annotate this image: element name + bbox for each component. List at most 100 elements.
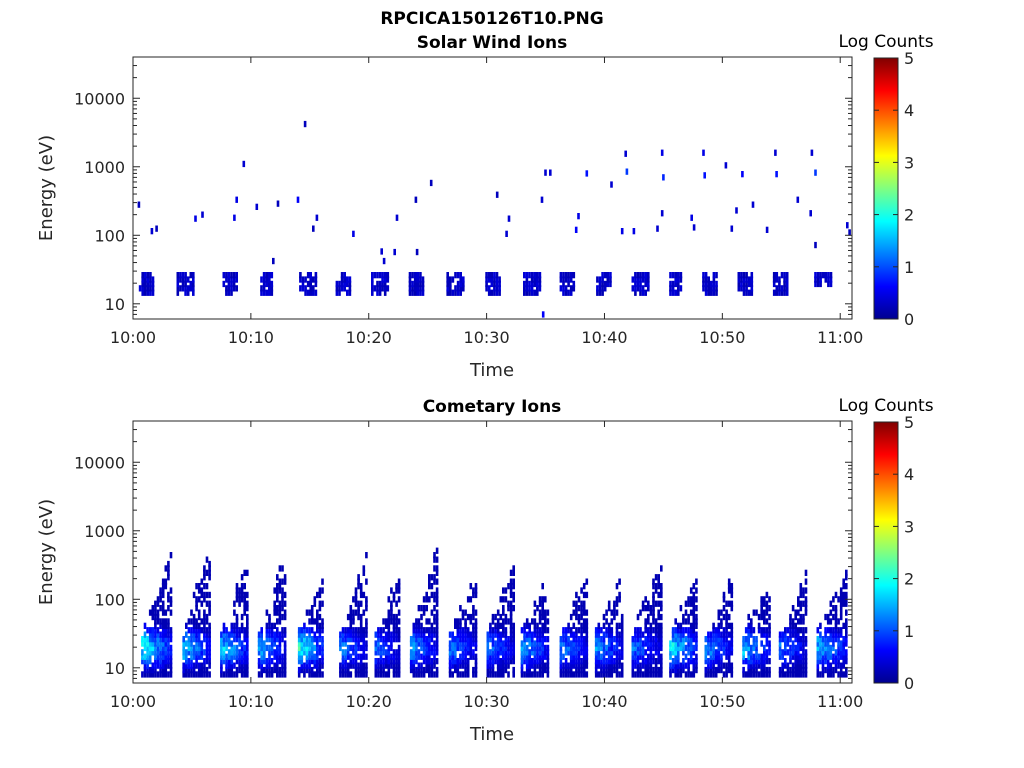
spectrogram-cell: [227, 671, 231, 678]
spectrogram-cell: [314, 276, 318, 283]
spectrogram-cell: [802, 627, 805, 634]
spectrogram-cell: [794, 631, 797, 638]
spectrogram-cell: [791, 622, 795, 629]
spectrogram-cell: [541, 596, 544, 603]
spectrogram-cell: [755, 662, 758, 669]
spectrogram-cell: [169, 552, 173, 559]
spectrogram-cell: [373, 272, 377, 279]
spectrogram-cell: [379, 653, 383, 660]
spectrogram-cell: [747, 658, 750, 665]
spectrogram-cell: [507, 662, 510, 669]
spectrogram-cell: [585, 631, 589, 638]
spectrogram-cell: [197, 587, 201, 594]
spectrogram-cell: [433, 596, 436, 603]
spectrogram-cell: [541, 605, 544, 612]
spectrogram-cell: [567, 276, 570, 283]
spectrogram-cell: [504, 627, 508, 634]
spectrogram-cell: [472, 587, 475, 594]
spectrogram-cell: [598, 285, 602, 292]
spectrogram-cell: [281, 662, 284, 669]
spectrogram-cell: [357, 600, 360, 607]
spectrogram-cell: [618, 636, 621, 643]
spectrogram-cell: [430, 649, 434, 656]
spectrogram-cell: [321, 600, 324, 607]
spectrogram-cell: [755, 609, 758, 616]
spectrogram-cell: [804, 658, 808, 665]
spectrogram-cell: [842, 662, 845, 669]
spectrogram-cell: [392, 631, 396, 638]
spectrogram-cell: [704, 285, 708, 292]
spectrogram-cell: [715, 280, 718, 288]
spectrogram-cell: [387, 662, 391, 669]
spectrogram-cell: [839, 591, 843, 599]
spectrogram-cell: [826, 653, 830, 660]
spectrogram-cell: [203, 671, 206, 678]
spectrogram-cell: [559, 653, 563, 660]
spectrogram-cell: [610, 627, 614, 634]
spectrogram-cell: [459, 644, 462, 652]
x-tick-label: 10:10: [228, 328, 274, 347]
spectrogram-cell: [341, 658, 345, 665]
spectrogram-cell: [684, 671, 688, 678]
spectrogram-cell: [789, 644, 792, 652]
spectrogram-cell: [507, 600, 510, 607]
spectrogram-cell: [313, 658, 317, 665]
spectrogram-cell: [278, 600, 282, 607]
spectrogram-cell: [491, 666, 495, 674]
spectrogram-cell: [415, 649, 418, 656]
spectrogram-cell: [580, 605, 583, 612]
spectrogram-cell: [397, 649, 401, 656]
spectrogram-cell: [572, 609, 576, 616]
spectrogram-cell: [722, 662, 726, 669]
spectrogram-cell: [412, 671, 416, 678]
spectrogram-cell: [313, 618, 317, 625]
spectrogram-cell: [411, 272, 414, 279]
spectrogram-cell: [281, 600, 284, 607]
spectrogram-cell: [620, 627, 624, 634]
spectrogram-cell: [225, 289, 228, 296]
spectrogram-cell: [692, 636, 696, 643]
spectrogram-cell: [523, 636, 526, 643]
spectrogram-cell: [520, 666, 524, 674]
spectrogram-cell: [582, 591, 586, 599]
spectrogram-cell: [644, 627, 647, 634]
spectrogram-cell: [784, 671, 787, 678]
spectrogram-cell: [419, 280, 422, 288]
spectrogram-cell: [469, 644, 473, 652]
spectrogram-cell: [502, 649, 505, 656]
spectrogram-cell: [802, 631, 805, 638]
spectrogram-cell: [421, 285, 425, 292]
spectrogram-cell: [462, 285, 465, 292]
spectrogram-cell: [577, 618, 581, 625]
spectrogram-cell: [829, 631, 833, 638]
spectrogram-cell: [456, 627, 460, 634]
spectrogram-cell: [205, 671, 209, 678]
spectrogram-cell: [308, 666, 311, 674]
spectrogram-cell: [225, 272, 228, 279]
spectrogram-cell: [652, 671, 655, 678]
spectrogram-cell: [712, 666, 715, 674]
spectrogram-cell: [742, 285, 746, 292]
spectrogram-cell: [725, 622, 728, 629]
axes: 10:00 10:10 10:20 10:30 10:40 10:50 11:0010100…: [74, 56, 863, 347]
spectrogram-cell: [647, 280, 650, 288]
spectrogram-cell: [409, 649, 413, 656]
spectrogram-cell: [671, 272, 675, 279]
spectrogram-cell: [420, 631, 423, 638]
spectrogram-cell: [395, 653, 398, 660]
spectrogram-cell: [740, 272, 743, 279]
spectrogram-cell: [306, 289, 310, 296]
spectrogram-cell: [359, 644, 363, 652]
spectrogram-cell: [233, 649, 236, 656]
spectrogram-cell: [144, 289, 147, 296]
spectrogram-cell: [674, 276, 677, 283]
spectrogram-cell: [187, 662, 191, 669]
spectrogram-cell: [512, 658, 515, 665]
spectrogram-cell: [649, 653, 653, 660]
spectrogram-cell: [509, 609, 513, 616]
spectrogram-cell: [639, 671, 642, 678]
spectrogram-cell: [585, 170, 589, 177]
spectrogram-cell: [523, 649, 526, 656]
spectrogram-cell: [494, 613, 497, 621]
spectrogram-cell: [268, 618, 271, 625]
